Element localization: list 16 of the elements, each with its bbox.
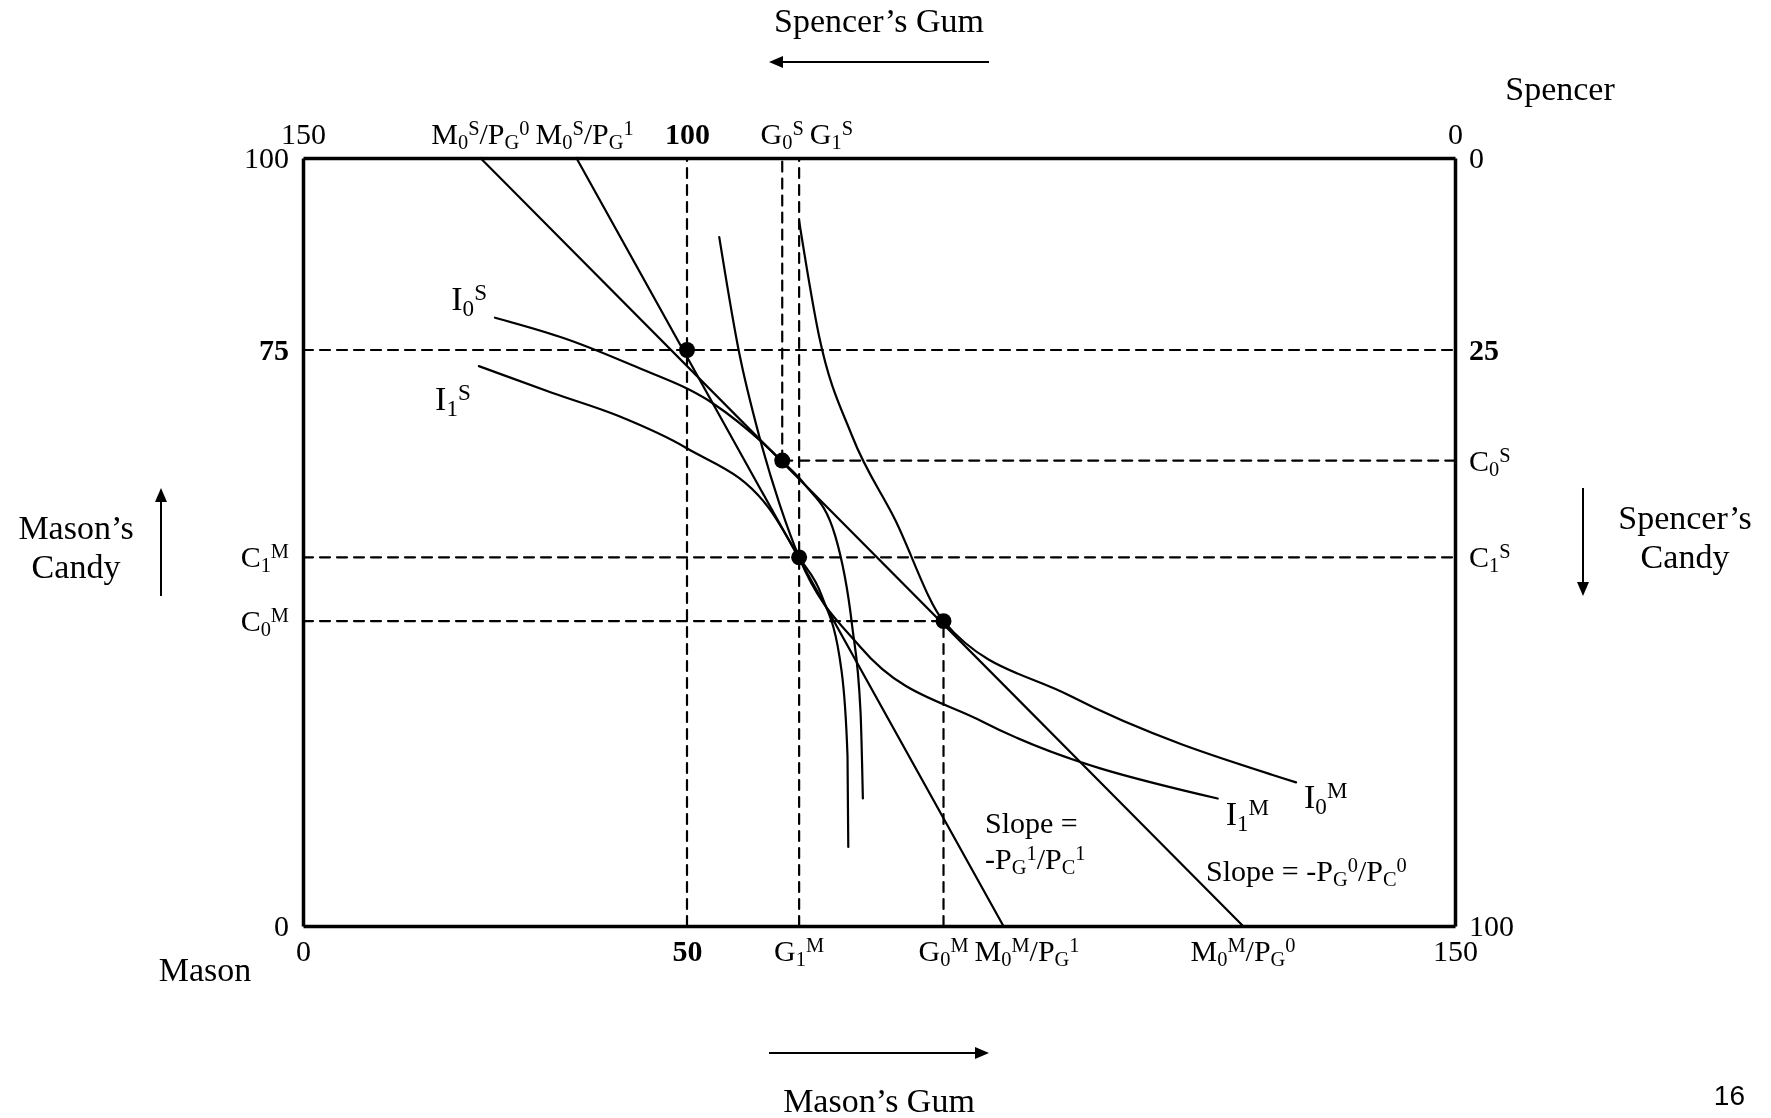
- x2-axis-title: Spencer’s Gum: [774, 1, 984, 39]
- y2-tick-label: 100: [1469, 909, 1514, 943]
- x2-tick-label: 100: [665, 117, 710, 150]
- x2-tick-label: 0: [1448, 117, 1463, 150]
- x-tick-label: 50: [672, 934, 703, 968]
- y2-tick-label: 0: [1469, 141, 1484, 175]
- x-tick-label: 0: [296, 934, 311, 968]
- y-tick-label: 0: [274, 909, 289, 943]
- text: Mason: [158, 951, 252, 988]
- y-tick-label: 75: [259, 333, 289, 367]
- y2-tick-label: 25: [1469, 333, 1499, 367]
- y2-axis-title: Spencer’s Candy: [1618, 499, 1752, 576]
- x-axis-title: Mason’s Gum: [783, 1081, 975, 1118]
- y-axis-title: Mason’s Candy: [18, 509, 134, 586]
- text: Spencer: [1505, 70, 1616, 107]
- text: 16: [1713, 1080, 1745, 1111]
